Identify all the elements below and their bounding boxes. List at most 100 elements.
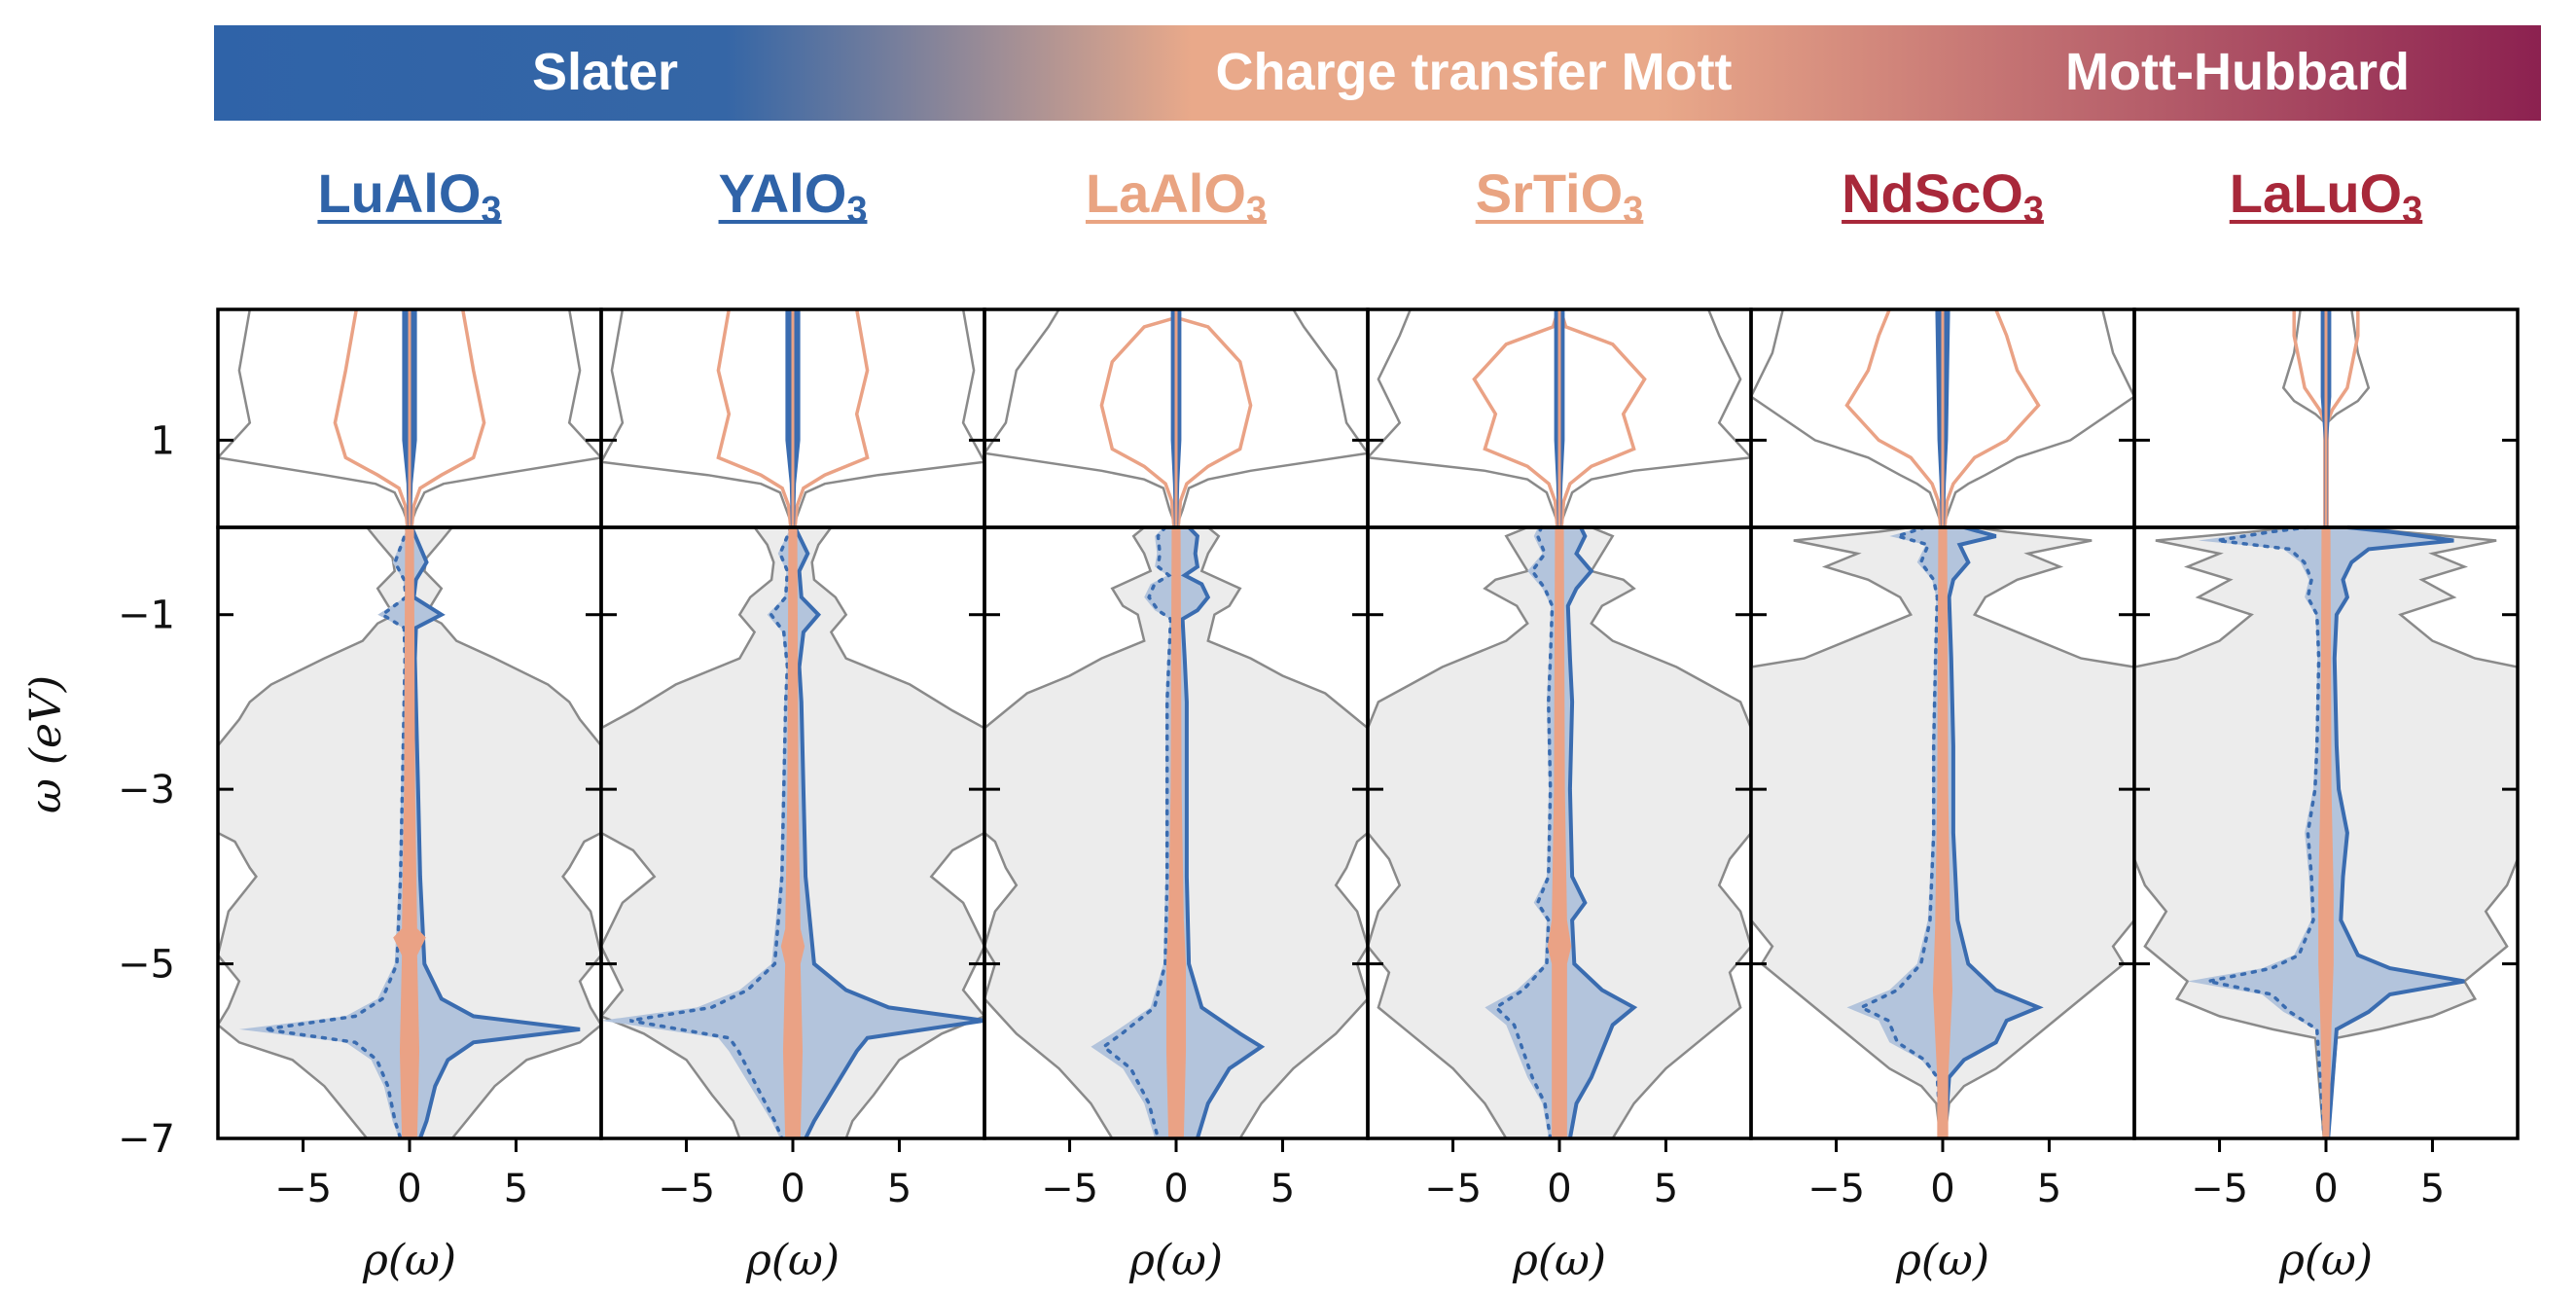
orange-line-upper-left-3 [1472, 309, 1560, 528]
compound-label-1: YAlO3 [719, 162, 868, 231]
ytick-label-4: −7 [118, 1117, 175, 1162]
x-axis-label-0: ρ(ω) [362, 1236, 456, 1285]
x-axis-label-1: ρ(ω) [745, 1236, 840, 1285]
blue-dotted-lower-0 [264, 525, 410, 1138]
grey-line-upper-right-1 [791, 309, 984, 528]
x-axis-label-2: ρ(ω) [1128, 1236, 1223, 1285]
orange-line-upper-right-4 [1943, 309, 2041, 528]
grey-line-upper-left-1 [601, 309, 795, 528]
compound-subscript-3: 3 [1623, 190, 1643, 231]
blue-dotted-lower-1 [629, 525, 793, 1138]
grey-line-upper-left-4 [1751, 309, 1945, 528]
compound-subscript-4: 3 [2023, 190, 2044, 231]
blue-dotted-lower-2 [1100, 525, 1173, 1138]
xtick-label-2-2: 5 [1270, 1167, 1295, 1211]
blue-dotted-lower-5 [2207, 525, 2326, 1138]
x-axis-label-3: ρ(ω) [1512, 1236, 1606, 1285]
panel-0: −5 0 5 ρ(ω) [216, 307, 603, 1285]
blue-line-lower-0 [410, 526, 581, 1138]
xtick-label-4-1: 0 [1930, 1167, 1954, 1211]
y-axis-label: ω (eV) [21, 675, 71, 813]
panel-1-content [601, 309, 984, 1138]
grey-line-lower-left-2 [984, 526, 1153, 1138]
grey-line-lower-left-1 [601, 526, 775, 1138]
blue-line-lower-5 [2326, 525, 2465, 1138]
grey-line-upper-left-5 [2281, 309, 2328, 528]
grey-line-lower-right-2 [1199, 526, 1368, 1138]
panel-3: −5 0 5 ρ(ω) [1366, 307, 1753, 1285]
grey-line-upper-left-0 [218, 309, 411, 528]
blue-line-lower-1 [793, 526, 984, 1138]
xtick-label-0-1: 0 [397, 1167, 421, 1211]
panel-3-content [1368, 309, 1751, 1138]
compound-subscript-0: 3 [481, 190, 501, 231]
compound-name-4: NdScO [1842, 162, 2023, 224]
regime-label-slater: Slater [532, 43, 678, 101]
regime-label-mott-hubbard: Mott-Hubbard [2065, 43, 2410, 101]
grey-line-upper-right-0 [408, 309, 601, 528]
compound-labels: LuAlO3 YAlO3 LaAlO3 SrTiO3 NdScO3 LaLuO3 [317, 162, 2423, 231]
grey-line-lower-right-3 [1589, 525, 1751, 1138]
xtick-label-2-0: −5 [1041, 1167, 1098, 1211]
regime-bar [214, 25, 2541, 121]
x-axis-label-4: ρ(ω) [1895, 1236, 1989, 1285]
xtick-label-5-0: −5 [2191, 1167, 2248, 1211]
compound-label-0: LuAlO3 [317, 162, 501, 231]
orange-line-upper-left-0 [333, 309, 410, 528]
blue-line-lower-3 [1565, 526, 1638, 1138]
panel-4-content [1751, 309, 2134, 1138]
grey-line-lower-right-1 [810, 526, 984, 1138]
compound-name-0: LuAlO [317, 162, 481, 224]
panel-5-content [2134, 309, 2518, 1138]
orange-line-upper-right-0 [410, 309, 486, 528]
ytick-label-3: −5 [118, 943, 175, 988]
panels: −5 0 5 ρ(ω) −5 0 5 ρ(ω) −5 0 5 ρ(ω) −5 0 5 ρ(ω) −5 0 5 ρ(ω)… [216, 307, 2520, 1285]
xtick-label-2-1: 0 [1163, 1167, 1188, 1211]
ytick-label-1: −1 [118, 594, 175, 638]
grey-line-lower-right-0 [422, 526, 601, 1138]
orange-line-upper-right-1 [793, 309, 870, 528]
xtick-label-1-1: 0 [780, 1167, 805, 1211]
orange-line-upper-left-4 [1844, 309, 1943, 528]
blue-dotted-lower-3 [1493, 525, 1555, 1138]
blue-line-lower-2 [1180, 525, 1266, 1138]
panel-4: −5 0 5 ρ(ω) [1749, 307, 2136, 1285]
regime-label-charge-transfer: Charge transfer Mott [1215, 43, 1732, 101]
xtick-label-3-2: 5 [1654, 1167, 1678, 1211]
grey-line-lower-left-3 [1368, 525, 1530, 1138]
grey-line-lower-right-5 [2326, 525, 2518, 1138]
xtick-label-1-0: −5 [658, 1167, 715, 1211]
compound-name-1: YAlO [719, 162, 847, 224]
orange-line-upper-right-2 [1175, 309, 1253, 528]
grey-line-upper-right-3 [1557, 309, 1751, 528]
xtick-label-1-2: 5 [887, 1167, 912, 1211]
compound-name-3: SrTiO [1476, 162, 1623, 224]
ytick-label-0: 1 [151, 418, 175, 463]
xtick-label-4-0: −5 [1807, 1167, 1865, 1211]
grey-line-upper-right-4 [1941, 309, 2134, 528]
blue-line-lower-4 [1943, 525, 2044, 1138]
orange-line-upper-left-1 [716, 309, 793, 528]
compound-name-2: LaAlO [1086, 162, 1246, 224]
panel-5: −5 0 5 ρ(ω) [2132, 307, 2520, 1285]
blue-dotted-lower-4 [1857, 525, 1943, 1138]
grey-line-upper-right-5 [2324, 309, 2371, 528]
orange-line-upper-left-2 [1099, 309, 1177, 528]
grey-line-lower-left-0 [218, 526, 397, 1138]
xtick-label-0-0: −5 [274, 1167, 332, 1211]
grey-line-lower-right-4 [1943, 525, 2134, 1138]
panel-2-content [984, 309, 1368, 1138]
grey-line-upper-left-3 [1368, 309, 1561, 528]
x-axis-label-5: ρ(ω) [2278, 1236, 2373, 1285]
compound-subscript-5: 3 [2402, 190, 2422, 231]
grey-line-lower-left-4 [1751, 525, 1943, 1138]
panel-2: −5 0 5 ρ(ω) [983, 307, 1370, 1285]
compound-subscript-2: 3 [1246, 190, 1267, 231]
grey-line-upper-right-2 [1174, 309, 1368, 528]
ytick-label-2: −3 [118, 768, 175, 812]
panel-0-content [218, 309, 601, 1138]
panel-1: −5 0 5 ρ(ω) [599, 307, 986, 1285]
compound-name-5: LaLuO [2230, 162, 2402, 224]
xtick-label-3-0: −5 [1424, 1167, 1482, 1211]
